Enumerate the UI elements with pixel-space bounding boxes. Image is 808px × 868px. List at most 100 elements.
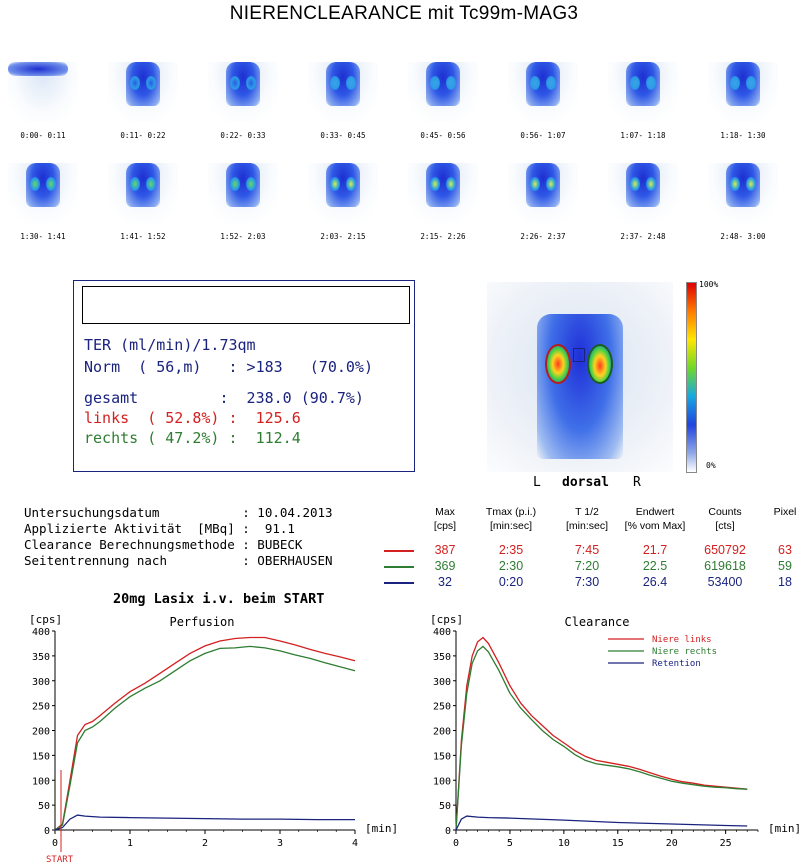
left-kidney <box>630 177 640 191</box>
start-label: START <box>46 855 74 865</box>
table-cell: 2:30 <box>498 559 524 573</box>
table-cell: 7:45 <box>574 543 600 557</box>
y-tick-label: 400 <box>32 627 50 638</box>
x-tick-label: 2 <box>202 838 208 849</box>
x-axis-label: [min] <box>365 822 398 835</box>
table-cell: 59 <box>778 559 792 573</box>
perfusion-chart: 0 50 100 150 200 250 300 350 400 0 1 2 3 4 [cps] [min] P… <box>29 613 398 865</box>
left-kidney <box>530 76 540 90</box>
left-kidney <box>230 177 240 191</box>
left-kidney <box>430 76 440 90</box>
table-cell: 63 <box>778 543 792 557</box>
left-kidney <box>330 76 340 90</box>
frame-time-label: 1:30- 1:41 <box>20 232 66 241</box>
x-tick-label: 10 <box>558 838 570 849</box>
x-tick-label: 3 <box>277 838 283 849</box>
table-header: Max <box>435 506 455 518</box>
right-kidney <box>546 177 556 191</box>
right-kidney <box>446 76 456 90</box>
scan-frame: 1:52- 2:03 <box>208 163 278 241</box>
right-kidney <box>446 177 456 191</box>
x-tick-label: 25 <box>720 838 732 849</box>
left-kidney <box>330 177 340 191</box>
frame-time-label: 0:56- 1:07 <box>520 131 566 140</box>
y-tick-label: 0 <box>44 826 50 837</box>
table-cell: 619618 <box>704 559 746 573</box>
scan-frame: 2:15- 2:26 <box>408 163 478 241</box>
right-kidney <box>746 177 756 191</box>
table-header: T 1/2 <box>575 506 599 518</box>
info-date: Untersuchungsdatum : 10.04.2013 <box>24 505 333 520</box>
y-tick-label: 50 <box>38 801 50 812</box>
scan-frame: 2:37- 2:48 <box>608 163 678 241</box>
y-tick-label: 250 <box>433 702 451 713</box>
clearance-chart: 0 50 100 150 200 250 300 350 400 0 5 10 15 20 25 [cps] [… <box>430 613 801 849</box>
frame-time-label: 1:07- 1:18 <box>620 131 666 140</box>
scan-frame: 2:48- 3:00 <box>708 163 778 241</box>
table-header: [cts] <box>715 520 735 532</box>
table-cell: 53400 <box>707 575 743 589</box>
series-line-1 <box>455 645 748 831</box>
right-kidney <box>646 76 656 90</box>
info-method: Clearance Berechnungsmethode : BUBECK <box>24 537 303 552</box>
x-axis-label: [min] <box>768 822 801 835</box>
left-kidney <box>730 76 740 90</box>
frame-time-label: 2:48- 3:00 <box>720 232 766 241</box>
x-tick-label: 1 <box>127 838 133 849</box>
frame-time-label: 1:41- 1:52 <box>120 232 166 241</box>
scan-frame: 1:07- 1:18 <box>608 62 678 140</box>
table-header: Pixel <box>773 506 797 518</box>
x-tick-label: 0 <box>52 838 58 849</box>
y-tick-label: 0 <box>445 826 451 837</box>
y-tick-label: 350 <box>433 652 451 663</box>
left-kidney <box>130 177 140 191</box>
scale-bottom-label: 0% <box>706 461 716 470</box>
y-tick-label: 200 <box>32 727 50 738</box>
info-activity: Applizierte Aktivität [MBq] : 91.1 <box>24 521 295 536</box>
scan-frame: 0:33- 0:45 <box>308 62 378 140</box>
y-tick-label: 350 <box>32 652 50 663</box>
y-tick-label: 400 <box>433 627 451 638</box>
right-kidney <box>346 76 356 90</box>
chart-title: Perfusion <box>169 615 234 629</box>
table-cell: 22.5 <box>642 559 668 573</box>
table-cell: 2:35 <box>498 543 524 557</box>
frame-time-label: 2:03- 2:15 <box>320 232 366 241</box>
left-kidney <box>230 76 240 90</box>
ter-rechts: rechts ( 47.2%) : 112.4 <box>84 429 301 447</box>
orientation-right: R <box>633 475 641 490</box>
series-line-1 <box>54 645 356 831</box>
x-tick-label: 4 <box>352 838 358 849</box>
ter-norm: Norm ( 56,m) : >183 (70.0%) <box>84 358 373 376</box>
table-cell: 650792 <box>704 543 746 557</box>
y-tick-label: 200 <box>433 727 451 738</box>
legend-label: Retention <box>652 659 701 669</box>
series-line-0 <box>54 636 356 831</box>
right-kidney <box>746 76 756 90</box>
frame-time-label: 2:37- 2:48 <box>620 232 666 241</box>
right-kidney <box>146 76 156 90</box>
y-tick-label: 100 <box>32 776 50 787</box>
table-cell: 32 <box>438 575 452 589</box>
table-header: Counts <box>708 506 742 518</box>
scan-frame: 0:11- 0:22 <box>108 62 178 140</box>
right-kidney <box>246 177 256 191</box>
right-kidney <box>46 177 56 191</box>
y-tick-label: 250 <box>32 702 50 713</box>
bolus-activity <box>8 62 68 76</box>
table-cell: 18 <box>778 575 792 589</box>
table-cell: 0:20 <box>498 575 524 589</box>
left-kidney <box>730 177 740 191</box>
y-tick-label: 300 <box>32 677 50 688</box>
background-roi <box>573 348 585 362</box>
ter-links: links ( 52.8%) : 125.6 <box>84 409 301 427</box>
scan-frame: 2:03- 2:15 <box>308 163 378 241</box>
left-kidney-roi <box>545 344 571 384</box>
scan-frame: 1:30- 1:41 <box>8 163 78 241</box>
ter-gesamt: gesamt : 238.0 (90.7%) <box>84 389 364 407</box>
left-kidney <box>630 76 640 90</box>
frame-time-label: 2:26- 2:37 <box>520 232 566 241</box>
table-cell: 7:20 <box>574 559 600 573</box>
x-tick-label: 0 <box>453 838 459 849</box>
page-title: NIERENCLEARANCE mit Tc99m-MAG3 <box>229 3 579 24</box>
